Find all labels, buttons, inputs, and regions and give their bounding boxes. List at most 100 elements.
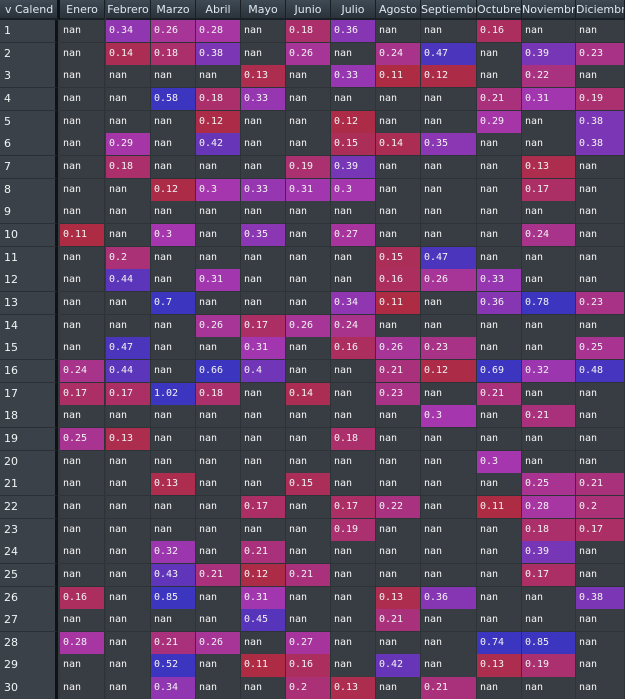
table-cell[interactable]: 0.3 [477,450,522,474]
table-cell[interactable]: nan [241,42,286,66]
column-header-abril[interactable]: Abril [196,0,241,20]
table-cell[interactable]: nan [477,427,522,452]
table-cell[interactable]: nan [576,450,625,474]
table-cell[interactable]: nan [106,223,151,248]
table-cell[interactable]: nan [106,291,151,316]
table-cell[interactable]: 0.25 [576,337,625,361]
table-cell[interactable]: 0.14 [286,382,331,406]
table-cell[interactable]: 0.15 [376,246,421,270]
table-cell[interactable]: nan [376,201,421,225]
table-cell[interactable]: 0.26 [151,20,196,44]
table-cell[interactable]: 0.38 [576,110,625,134]
table-cell[interactable]: nan [196,495,241,520]
table-cell[interactable]: nan [151,133,196,157]
table-cell[interactable]: 0.18 [331,427,376,452]
table-cell[interactable]: nan [196,450,241,474]
table-cell[interactable]: nan [241,677,286,699]
table-cell[interactable]: 0.12 [241,563,286,587]
table-cell[interactable]: 0.31 [196,269,241,293]
column-header-agosto[interactable]: Agosto [376,0,421,20]
table-cell[interactable]: nan [60,450,105,474]
table-cell[interactable]: nan [151,427,196,452]
table-cell[interactable]: 0.47 [106,337,151,361]
row-header-10[interactable]: 10 [0,223,58,248]
row-header-17[interactable]: 17 [0,382,58,406]
table-cell[interactable]: 0.31 [241,586,286,610]
table-cell[interactable]: 0.35 [421,133,477,157]
table-cell[interactable]: 0.12 [421,359,477,384]
row-header-7[interactable]: 7 [0,155,58,180]
table-cell[interactable]: 0.26 [286,314,331,338]
table-cell[interactable]: nan [286,291,331,316]
table-cell[interactable]: 0.45 [241,609,286,633]
row-header-24[interactable]: 24 [0,541,58,565]
table-cell[interactable]: 0.11 [376,291,421,316]
table-cell[interactable]: 0.26 [376,337,421,361]
table-cell[interactable]: 0.15 [286,473,331,497]
table-cell[interactable]: 0.21 [376,359,421,384]
table-cell[interactable]: 0.44 [106,359,151,384]
table-cell[interactable]: nan [477,133,522,157]
table-cell[interactable]: 0.12 [331,110,376,134]
row-header-28[interactable]: 28 [0,631,58,655]
table-cell[interactable]: nan [196,337,241,361]
table-cell[interactable]: nan [286,495,331,520]
row-header-21[interactable]: 21 [0,473,58,497]
row-header-1[interactable]: 1 [0,20,58,44]
table-cell[interactable]: 0.13 [331,677,376,699]
table-cell[interactable]: 0.12 [196,110,241,134]
table-cell[interactable]: nan [376,223,421,248]
table-cell[interactable]: 0.11 [477,495,522,520]
table-cell[interactable]: nan [286,269,331,293]
table-cell[interactable]: nan [151,609,196,633]
table-cell[interactable]: nan [151,110,196,134]
table-cell[interactable]: nan [576,405,625,429]
table-cell[interactable]: 0.28 [196,20,241,44]
column-header-marzo[interactable]: Marzo [151,0,196,20]
table-cell[interactable]: nan [241,631,286,655]
table-cell[interactable]: nan [286,359,331,384]
table-cell[interactable]: nan [477,42,522,66]
table-cell[interactable]: 0.11 [60,223,105,248]
table-cell[interactable]: 0.42 [196,133,241,157]
table-cell[interactable]: 0.13 [522,155,576,180]
table-cell[interactable]: nan [376,178,421,202]
table-cell[interactable]: nan [576,246,625,270]
row-header-2[interactable]: 2 [0,42,58,66]
table-cell[interactable]: 0.38 [576,586,625,610]
table-cell[interactable]: 0.78 [522,291,576,316]
table-cell[interactable]: nan [576,201,625,225]
table-cell[interactable]: 0.27 [286,631,331,655]
table-cell[interactable]: nan [522,201,576,225]
row-header-12[interactable]: 12 [0,269,58,293]
row-header-6[interactable]: 6 [0,133,58,157]
row-header-8[interactable]: 8 [0,178,58,202]
table-cell[interactable]: nan [376,631,421,655]
table-cell[interactable]: nan [106,405,151,429]
table-cell[interactable]: 0.47 [421,246,477,270]
table-cell[interactable]: nan [241,20,286,44]
table-cell[interactable]: nan [376,473,421,497]
table-cell[interactable]: 0.24 [522,223,576,248]
table-cell[interactable]: nan [331,450,376,474]
table-cell[interactable]: nan [576,178,625,202]
table-cell[interactable]: nan [477,518,522,542]
table-cell[interactable]: nan [241,110,286,134]
table-cell[interactable]: 0.3 [331,178,376,202]
table-cell[interactable]: nan [421,654,477,678]
table-cell[interactable]: nan [376,155,421,180]
table-cell[interactable]: nan [522,677,576,699]
table-cell[interactable]: nan [106,314,151,338]
table-cell[interactable]: 0.19 [576,87,625,112]
table-cell[interactable]: 0.58 [151,87,196,112]
table-cell[interactable]: 0.11 [376,65,421,89]
table-cell[interactable]: nan [60,110,105,134]
table-cell[interactable]: 0.33 [241,178,286,202]
table-cell[interactable]: nan [576,382,625,406]
table-cell[interactable]: 0.48 [576,359,625,384]
table-cell[interactable]: 0.39 [331,155,376,180]
table-cell[interactable]: 0.19 [286,155,331,180]
table-cell[interactable]: nan [331,654,376,678]
table-cell[interactable]: nan [60,178,105,202]
table-cell[interactable]: nan [286,110,331,134]
